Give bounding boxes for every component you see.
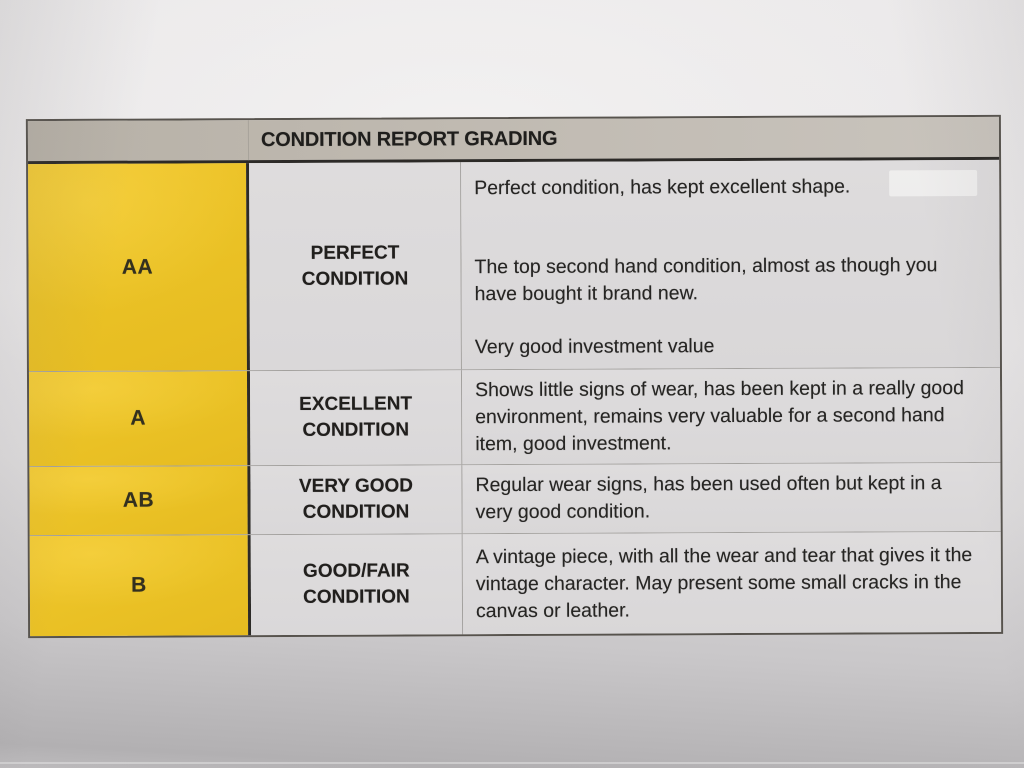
condition-grading-table: CONDITION REPORT GRADING AA PERFECT COND… (25, 114, 1004, 639)
description-paragraph: Shows little signs of wear, has been kep… (475, 376, 964, 455)
description-paragraph: Regular wear signs, has been used often … (475, 472, 942, 524)
paper-bottom-edge (0, 762, 1024, 764)
table-title-cell: CONDITION REPORT GRADING (249, 117, 999, 160)
condition-label-cell: VERY GOOD CONDITION (250, 465, 463, 535)
condition-label: VERY GOOD CONDITION (298, 475, 414, 523)
description-cell: Regular wear signs, has been used often … (462, 462, 1001, 534)
grade-cell: B (29, 535, 252, 637)
description-cell: Perfect condition, has kept excellent sh… (461, 159, 1000, 370)
table-row-a: A EXCELLENT CONDITION Shows little signs… (28, 366, 1001, 467)
description-cell: Shows little signs of wear, has been kep… (461, 367, 1001, 465)
table-row-b: B GOOD/FAIR CONDITION A vintage piece, w… (29, 530, 1002, 637)
description-cell: A vintage piece, with all the wear and t… (462, 531, 1002, 635)
condition-label-cell: GOOD/FAIR CONDITION (250, 534, 464, 636)
table-title: CONDITION REPORT GRADING (260, 127, 558, 151)
table-row-aa: AA PERFECT CONDITION Perfect condition, … (28, 159, 1000, 372)
grade-cell: A (28, 371, 251, 467)
header-spacer-cell (27, 120, 250, 162)
description-paragraph: A vintage piece, with all the wear and t… (475, 543, 973, 622)
condition-label: EXCELLENT CONDITION (299, 393, 413, 441)
table-row-ab: AB VERY GOOD CONDITION Regular wear sign… (29, 461, 1001, 536)
condition-label: GOOD/FAIR CONDITION (302, 560, 410, 608)
retouch-patch (889, 169, 978, 197)
table-header-row: CONDITION REPORT GRADING (27, 116, 1000, 165)
condition-label-cell: PERFECT CONDITION (249, 162, 462, 371)
description-paragraph: Very good investment value (474, 335, 715, 359)
condition-label: PERFECT CONDITION (301, 242, 409, 290)
condition-label-cell: EXCELLENT CONDITION (249, 370, 463, 466)
grade-value: A (130, 406, 147, 430)
description-paragraph: The top second hand condition, almost as… (474, 254, 938, 306)
grade-value: B (131, 573, 147, 597)
grade-cell: AB (29, 466, 251, 536)
grade-cell: AA (28, 163, 250, 372)
grade-value: AB (122, 488, 155, 512)
grade-value: AA (121, 255, 154, 279)
